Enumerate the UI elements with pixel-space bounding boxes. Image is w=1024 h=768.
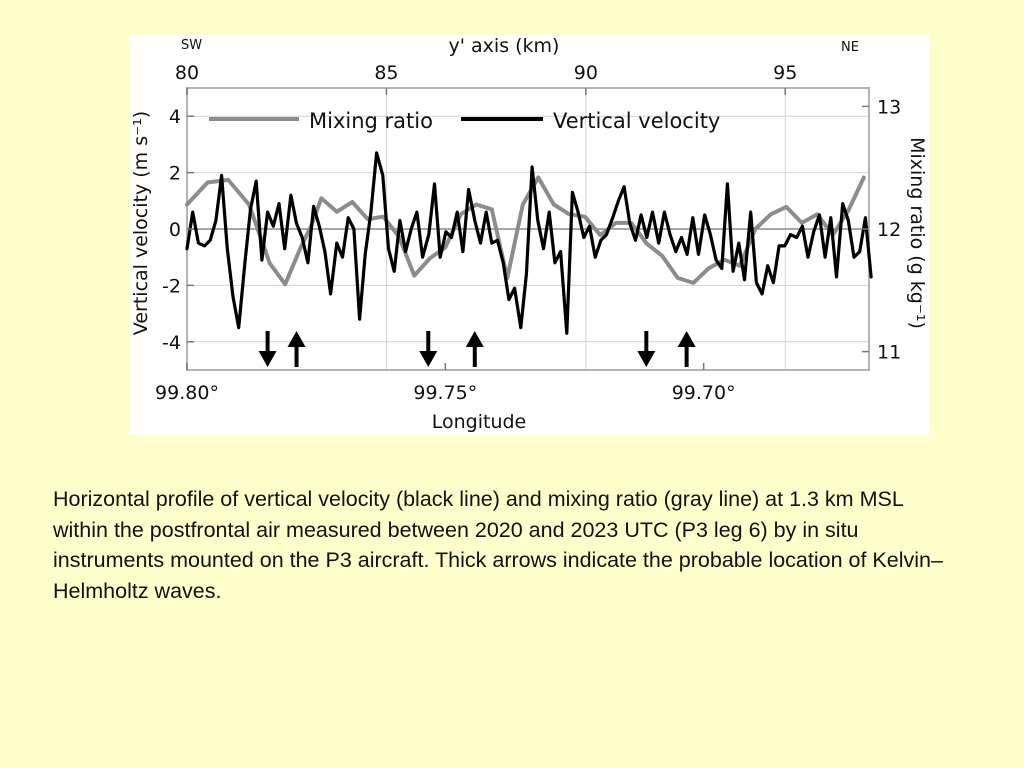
kh-wave-arrow-down	[419, 331, 438, 367]
top-tick-label: 90	[574, 62, 598, 84]
x-tick-label: 99.70°	[672, 382, 736, 404]
y-left-tick-label: 2	[169, 163, 181, 185]
legend-label-0: Mixing ratio	[309, 109, 433, 133]
y-right-tick-label: 12	[877, 219, 901, 241]
y-left-tick-label: -4	[162, 332, 181, 354]
corner-label-sw: SW	[181, 38, 202, 53]
kh-wave-arrow-down	[258, 331, 277, 367]
y-right-tick-label: 13	[877, 96, 901, 118]
y-left-tick-label: 0	[169, 219, 181, 241]
y-right-axis-title: Mixing ratio (g kg⁻¹)	[906, 137, 928, 329]
series-line-vertical-velocity	[185, 151, 873, 335]
x-tick-label: 99.80°	[155, 382, 219, 404]
kh-wave-arrow-down	[637, 331, 656, 367]
figure-caption: Horizontal profile of vertical velocity …	[53, 487, 943, 603]
y-left-axis-title: Vertical velocity (m s⁻¹)	[130, 111, 152, 335]
top-axis-title: y' axis (km)	[449, 35, 560, 57]
chart: Mixing ratio Vertical velocity -4 -2 0 2 4 11 12…	[130, 35, 928, 433]
kh-wave-arrow-up	[287, 331, 306, 367]
y-right-tick-label: 11	[877, 342, 901, 364]
legend-label-1: Vertical velocity	[553, 109, 720, 133]
top-tick-label: 85	[374, 62, 398, 84]
x-tick-label: 99.75°	[413, 382, 477, 404]
y-left-tick-label: 4	[169, 106, 181, 128]
figure-panel: Mixing ratio Vertical velocity -4 -2 0 2 4 11 12…	[129, 35, 929, 435]
x-axis-title: Longitude	[432, 411, 527, 433]
kh-wave-arrow-up	[465, 331, 484, 367]
kh-wave-arrow-up	[677, 331, 696, 367]
corner-label-ne: NE	[841, 40, 859, 55]
y-left-tick-label: -2	[162, 275, 181, 297]
top-tick-label: 95	[773, 62, 797, 84]
top-tick-label: 80	[175, 62, 199, 84]
